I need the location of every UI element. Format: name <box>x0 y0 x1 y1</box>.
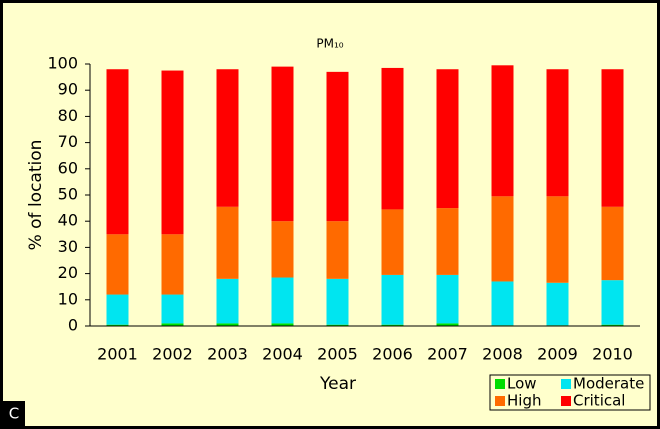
x-tick-label: 2009 <box>537 345 578 364</box>
y-tick-label: 70 <box>58 132 78 151</box>
bar-segment <box>106 69 129 235</box>
bar-segment <box>216 206 239 279</box>
bar-segment <box>546 282 569 326</box>
bar-segment <box>271 323 294 326</box>
legend-label: Low <box>507 375 537 393</box>
legend-swatch <box>561 396 571 406</box>
x-tick-label: 2003 <box>207 345 248 364</box>
panel-box <box>3 401 25 426</box>
bar-segment <box>106 234 129 295</box>
legend-swatch <box>495 396 505 406</box>
bar-segment <box>216 69 239 207</box>
bar-segment <box>216 278 239 324</box>
y-tick-label: 30 <box>58 237 78 256</box>
bar-segment <box>491 196 514 282</box>
x-tick-label: 2002 <box>152 345 193 364</box>
bar-segment <box>271 66 294 222</box>
bar-segment <box>546 196 569 283</box>
bar-segment <box>381 274 404 325</box>
bar-segment <box>326 221 349 279</box>
y-axis-label: % of location <box>26 140 46 251</box>
bar-segment <box>436 208 459 275</box>
y-tick-label: 60 <box>58 158 78 177</box>
y-tick-label: 20 <box>58 263 78 282</box>
x-axis-label: Year <box>319 374 356 394</box>
y-tick-label: 50 <box>58 185 78 204</box>
bar-segment <box>326 324 349 326</box>
legend-label: Critical <box>573 392 625 410</box>
bar-segment <box>271 221 294 278</box>
legend-swatch <box>495 379 505 389</box>
x-tick-label: 2005 <box>317 345 358 364</box>
bar-segment <box>106 324 129 326</box>
bar-segment <box>601 324 624 326</box>
bar-segment <box>601 206 624 281</box>
bar-segment <box>601 69 624 207</box>
legend-swatch <box>561 379 571 389</box>
bar-segment <box>491 281 514 326</box>
bar-segment <box>216 323 239 326</box>
y-tick-label: 40 <box>58 211 78 230</box>
x-tick-label: 2007 <box>427 345 468 364</box>
bar-segment <box>491 65 514 197</box>
bar-segment <box>161 70 184 235</box>
bar-segment <box>161 234 184 295</box>
bar-segment <box>601 280 624 325</box>
bar-segment <box>436 274 459 324</box>
bar-segment <box>436 323 459 326</box>
x-tick-label: 2006 <box>372 345 413 364</box>
x-tick-label: 2008 <box>482 345 523 364</box>
x-tick-label: 2001 <box>97 345 138 364</box>
bar-segment <box>546 69 569 197</box>
x-tick-label: 2004 <box>262 345 303 364</box>
y-tick-label: 0 <box>68 316 78 335</box>
bar-segment <box>271 277 294 324</box>
y-tick-label: 90 <box>58 80 78 99</box>
legend-label: Moderate <box>573 375 644 393</box>
legend-label: High <box>507 392 541 410</box>
bar-segment <box>161 323 184 326</box>
bar-segment <box>326 71 349 222</box>
bar-segment <box>436 69 459 209</box>
x-tick-label: 2010 <box>592 345 633 364</box>
bar-segment <box>381 209 404 275</box>
chart-title: PM₁₀ <box>316 37 343 51</box>
bar-segment <box>106 294 129 325</box>
bar-segment <box>381 324 404 326</box>
bar-segment <box>161 294 184 324</box>
y-tick-label: 10 <box>58 289 78 308</box>
bar-segment <box>326 278 349 325</box>
y-tick-label: 100 <box>47 54 78 73</box>
y-tick-label: 80 <box>58 106 78 125</box>
panel-label: C <box>9 405 19 423</box>
bar-segment <box>381 67 404 210</box>
